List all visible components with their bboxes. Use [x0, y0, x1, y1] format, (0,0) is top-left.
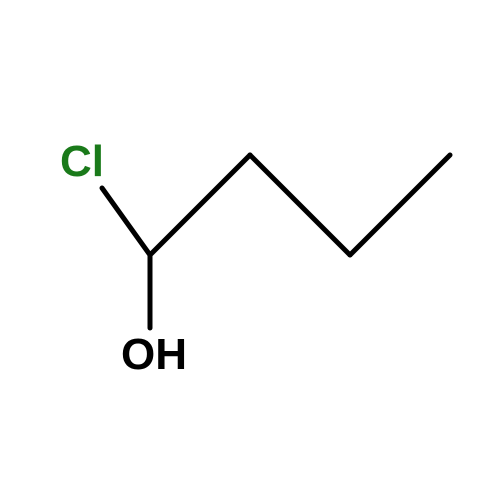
bond-C2-C3	[250, 155, 350, 255]
bond-Cl-C1	[102, 188, 150, 255]
atom-label-OH: OH	[121, 330, 187, 380]
molecule-canvas	[0, 0, 500, 500]
bond-C1-C2	[150, 155, 250, 255]
bond-C3-C4	[350, 155, 450, 255]
atom-label-Cl: Cl	[60, 137, 104, 187]
